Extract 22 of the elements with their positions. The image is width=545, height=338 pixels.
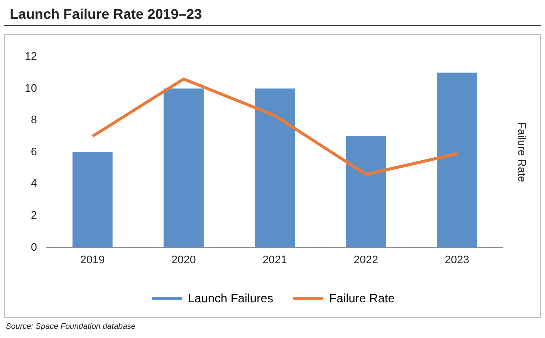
y-tick-label: 4 (31, 178, 38, 190)
x-tick-label: 2020 (172, 254, 196, 266)
legend-label: Failure Rate (330, 291, 396, 306)
y-tick-label: 12 (24, 51, 38, 64)
bar (254, 88, 296, 248)
x-tick-label: 2022 (354, 254, 378, 266)
y2-axis-title: Failure Rate (515, 122, 528, 182)
y-tick-label: 0 (31, 242, 38, 254)
bar (164, 88, 204, 248)
y-tick-label: 2 (31, 210, 38, 222)
x-tick-label: 2019 (80, 254, 106, 266)
source-note: Source: Space Foundation database (5, 321, 137, 331)
y-tick-label: 10 (24, 82, 38, 95)
x-tick-label: 2021 (262, 254, 288, 266)
y-tick-label: 8 (31, 114, 38, 127)
x-tick-label: 2023 (445, 254, 470, 266)
bar (346, 136, 386, 248)
y-tick-label: 6 (31, 146, 38, 158)
bar (72, 152, 113, 248)
bar (437, 72, 478, 248)
chart-title: Launch Failure Rate 2019–23 (4, 0, 541, 26)
legend-label: Launch Failures (188, 291, 274, 306)
